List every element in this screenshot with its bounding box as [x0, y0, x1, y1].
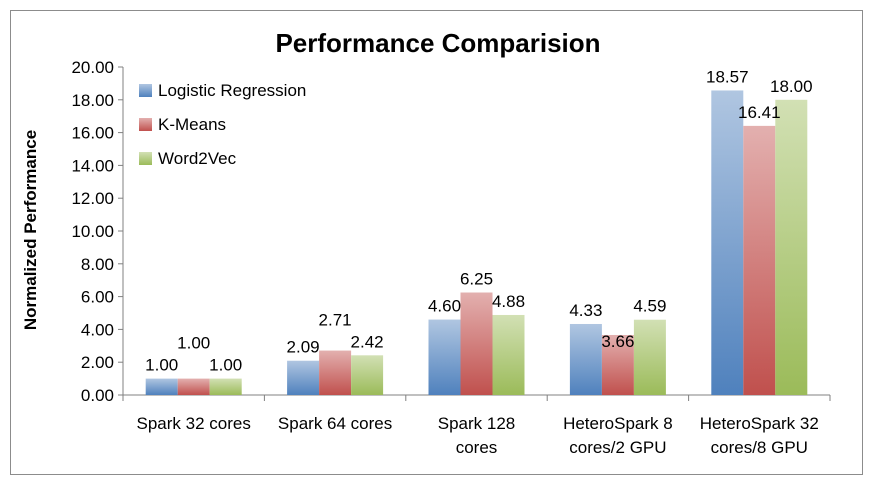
chart-title: Performance Comparision: [275, 28, 600, 58]
legend-swatch: [139, 84, 152, 97]
y-tick-label: 12.00: [71, 189, 114, 208]
bar: [177, 378, 210, 395]
y-tick-label: 14.00: [71, 156, 114, 175]
x-tick-label: Spark 128 cores: [438, 414, 516, 457]
data-label: 6.25: [460, 270, 493, 289]
bars: 1.00 1.00 1.00 2.09 2.71 2.42 4.60 6.25 4.88 4.33…: [145, 67, 813, 396]
y-tick-label: 20.00: [71, 58, 114, 77]
data-label: 4.59: [633, 297, 666, 316]
legend-label: K-Means: [158, 115, 226, 134]
data-label: 2.42: [351, 332, 384, 351]
bar: [460, 292, 493, 395]
data-label: 18.57: [706, 67, 749, 86]
bar: [428, 319, 461, 395]
bar: [209, 378, 242, 395]
data-label: 1.00: [145, 356, 178, 375]
bar: [351, 355, 384, 395]
y-tick-label: 6.00: [81, 288, 114, 307]
bar: [319, 350, 352, 395]
data-label: 3.66: [601, 332, 634, 351]
y-tick-label: 8.00: [81, 255, 114, 274]
bar: [145, 378, 178, 395]
data-label: 4.60: [428, 297, 461, 316]
bar: [743, 125, 776, 395]
legend-label: Logistic Regression: [158, 81, 306, 100]
data-label: 2.09: [287, 338, 320, 357]
y-tick-label: 18.00: [71, 91, 114, 110]
y-tick-label: 0.00: [81, 386, 114, 405]
y-tick-label: 10.00: [71, 222, 114, 241]
bar: [633, 319, 666, 395]
bar: [287, 360, 320, 395]
bar: [492, 314, 525, 395]
x-tick-label: Spark 32 cores: [137, 414, 251, 433]
bar: [711, 90, 744, 396]
axes: 0.00 2.00 4.00 6.00 8.00 10.00 12.00 14.00 16.00…: [71, 58, 831, 457]
bar: [775, 99, 808, 396]
data-label: 4.88: [492, 292, 525, 311]
legend-swatch: [139, 152, 152, 165]
bar: [601, 334, 634, 395]
y-axis-label: Normalized Performance: [21, 130, 40, 330]
x-tick-label: Spark 64 cores: [278, 414, 392, 433]
data-label: 18.00: [770, 77, 813, 96]
legend-swatch: [139, 118, 152, 131]
data-label: 1.00: [177, 334, 210, 353]
data-label: 2.71: [319, 310, 352, 329]
y-tick-label: 2.00: [81, 353, 114, 372]
data-label: 16.41: [738, 103, 781, 122]
data-label: 4.33: [569, 301, 602, 320]
bar: [569, 323, 602, 395]
legend-label: Word2Vec: [158, 149, 237, 168]
y-tick-label: 16.00: [71, 124, 114, 143]
legend: Logistic Regression K-Means Word2Vec: [139, 81, 306, 168]
x-tick-label: HeteroSpark 8 cores/2 GPU: [563, 414, 673, 457]
x-tick-label: HeteroSpark 32 cores/8 GPU: [700, 414, 819, 457]
data-label: 1.00: [209, 356, 242, 375]
y-tick-label: 4.00: [81, 320, 114, 339]
